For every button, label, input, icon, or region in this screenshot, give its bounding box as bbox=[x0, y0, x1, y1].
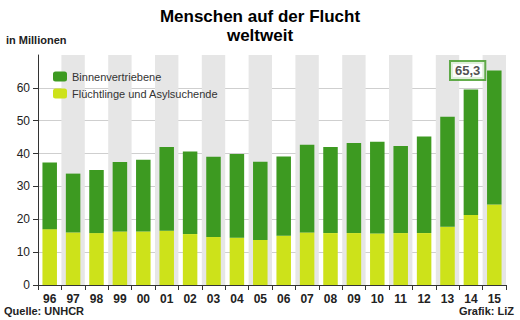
svg-text:30: 30 bbox=[17, 179, 31, 193]
svg-text:14: 14 bbox=[464, 292, 478, 306]
svg-text:07: 07 bbox=[300, 292, 314, 306]
svg-text:weltweit: weltweit bbox=[226, 26, 293, 45]
svg-text:04: 04 bbox=[230, 292, 244, 306]
svg-text:Grafik: LiZ: Grafik: LiZ bbox=[459, 305, 514, 317]
svg-text:Menschen auf der Flucht: Menschen auf der Flucht bbox=[160, 7, 361, 26]
svg-text:10: 10 bbox=[371, 292, 385, 306]
svg-text:99: 99 bbox=[113, 292, 127, 306]
svg-text:Flüchtlinge und Asylsuchende: Flüchtlinge und Asylsuchende bbox=[72, 88, 218, 100]
svg-text:in Millionen: in Millionen bbox=[6, 34, 67, 46]
svg-text:Binnenvertriebene: Binnenvertriebene bbox=[72, 71, 161, 83]
svg-text:98: 98 bbox=[90, 292, 104, 306]
svg-text:50: 50 bbox=[17, 114, 31, 128]
svg-text:97: 97 bbox=[66, 292, 80, 306]
svg-text:0: 0 bbox=[23, 278, 30, 292]
svg-text:08: 08 bbox=[324, 292, 338, 306]
svg-text:96: 96 bbox=[43, 292, 57, 306]
svg-text:05: 05 bbox=[254, 292, 268, 306]
svg-text:09: 09 bbox=[347, 292, 361, 306]
svg-text:10: 10 bbox=[17, 245, 31, 259]
svg-text:12: 12 bbox=[417, 292, 431, 306]
svg-text:01: 01 bbox=[160, 292, 174, 306]
svg-text:13: 13 bbox=[441, 292, 455, 306]
svg-text:40: 40 bbox=[17, 147, 31, 161]
svg-text:Quelle: UNHCR: Quelle: UNHCR bbox=[4, 305, 84, 317]
svg-text:06: 06 bbox=[277, 292, 291, 306]
svg-text:20: 20 bbox=[17, 212, 31, 226]
svg-text:03: 03 bbox=[207, 292, 221, 306]
svg-text:02: 02 bbox=[183, 292, 197, 306]
svg-text:60: 60 bbox=[17, 81, 31, 95]
svg-text:11: 11 bbox=[394, 292, 407, 306]
svg-text:00: 00 bbox=[137, 292, 151, 306]
svg-text:15: 15 bbox=[488, 292, 502, 306]
svg-text:65,3: 65,3 bbox=[455, 63, 480, 78]
